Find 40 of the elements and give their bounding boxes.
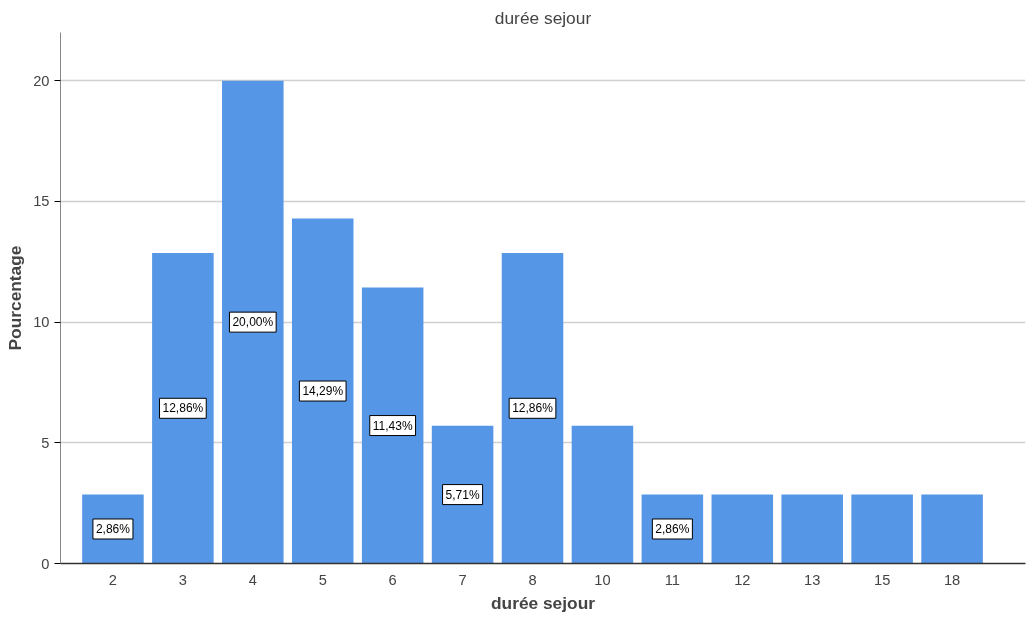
data-label: 5,71% xyxy=(445,487,480,502)
y-tick-label: 20 xyxy=(33,72,50,89)
x-tick-label: 8 xyxy=(528,571,537,588)
bar xyxy=(222,80,284,564)
x-tick-label: 3 xyxy=(178,571,187,588)
y-tick-label: 10 xyxy=(33,314,50,331)
x-tick-label: 4 xyxy=(248,571,257,588)
y-tick-label: 15 xyxy=(33,193,50,210)
data-label: 2,86% xyxy=(655,521,690,536)
y-tick-label: 0 xyxy=(41,555,50,572)
y-axis-title: Pourcentage xyxy=(5,245,26,351)
data-label: 20,00% xyxy=(232,315,274,330)
bar xyxy=(781,494,843,564)
x-axis-title: durée sejour xyxy=(491,592,596,613)
x-tick-label: 15 xyxy=(874,571,891,588)
data-label: 14,29% xyxy=(302,384,344,399)
x-tick-label: 2 xyxy=(108,571,118,588)
bar xyxy=(921,494,983,564)
y-tick-label: 5 xyxy=(41,434,50,451)
data-label: 2,86% xyxy=(95,521,131,536)
bar xyxy=(152,253,214,564)
x-tick-label: 6 xyxy=(388,571,397,588)
x-tick-label: 5 xyxy=(318,571,327,588)
chart-title: durée sejour xyxy=(494,7,592,28)
x-tick-label: 11 xyxy=(664,571,680,588)
x-tick-label: 18 xyxy=(943,571,961,588)
bar xyxy=(501,253,564,564)
data-label: 11,43% xyxy=(372,418,413,433)
x-tick-label: 13 xyxy=(804,571,821,588)
bar xyxy=(851,494,913,564)
bar xyxy=(711,494,774,564)
x-tick-label: 7 xyxy=(458,571,467,588)
data-label: 12,86% xyxy=(162,401,204,416)
x-tick-label: 12 xyxy=(734,571,751,588)
data-label: 12,86% xyxy=(512,401,554,416)
bar xyxy=(291,218,354,564)
bar xyxy=(431,425,494,564)
bar xyxy=(571,425,634,564)
x-tick-label: 10 xyxy=(594,571,611,588)
bar xyxy=(361,287,424,564)
